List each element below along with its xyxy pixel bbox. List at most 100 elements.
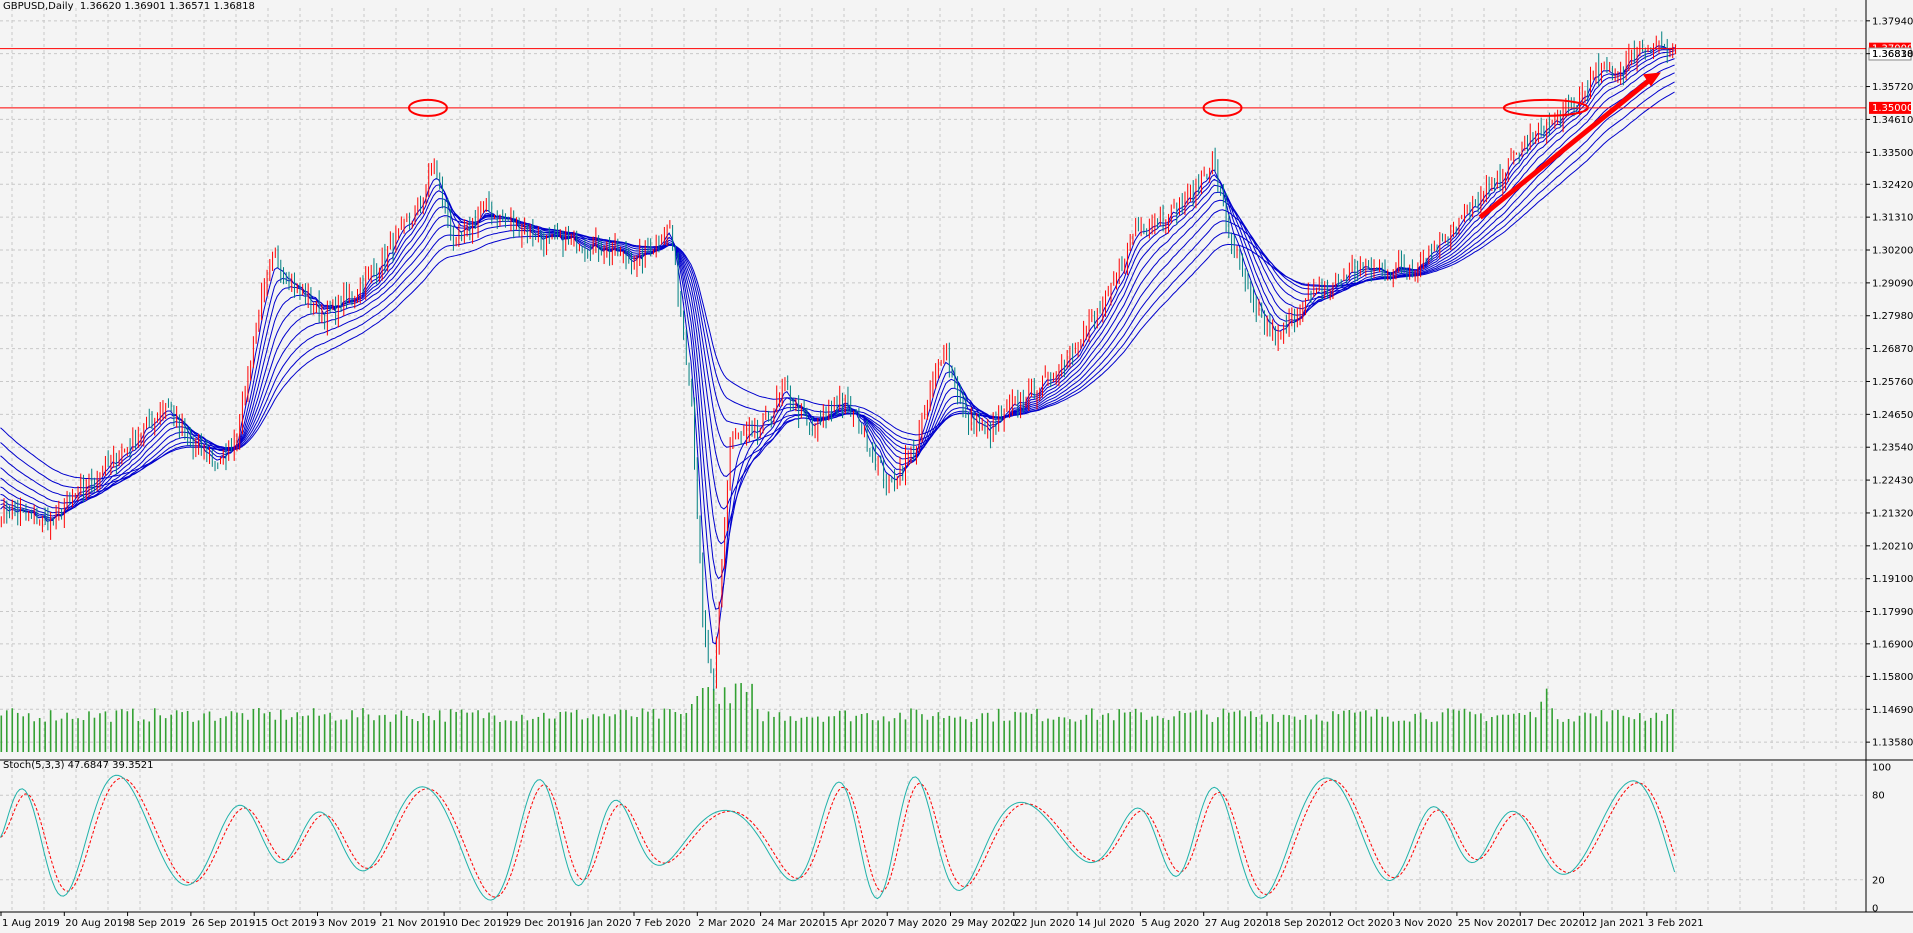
volume-bar <box>1091 708 1093 752</box>
volume-bar <box>27 713 30 752</box>
volume-bar <box>630 716 633 752</box>
volume-bar <box>400 710 403 752</box>
high-circle <box>1202 98 1243 117</box>
volume-bar <box>307 715 309 752</box>
x-tick-label: 12 Jan 2021 <box>1585 918 1645 929</box>
volume-bar <box>126 711 129 752</box>
y-tick-label: 1.29090 <box>1872 278 1913 289</box>
volume-bar <box>564 711 567 752</box>
volume-bar <box>1134 708 1137 752</box>
volume-bar <box>1277 721 1279 752</box>
volume-bar <box>1266 721 1268 752</box>
volume-bar <box>1441 712 1444 752</box>
price-grid <box>0 8 1866 912</box>
volume-bar <box>1189 712 1192 752</box>
volume-bar <box>318 715 320 752</box>
volume-bar <box>1556 719 1559 752</box>
volume-bar <box>954 717 956 752</box>
volume-bar <box>460 709 463 752</box>
volume-bar <box>406 715 408 752</box>
volume-bar <box>115 710 118 752</box>
volume-bar <box>1332 711 1334 752</box>
y-tick-label: 1.35720 <box>1872 82 1913 93</box>
volume-bar <box>608 716 611 752</box>
volume-bar <box>384 714 386 752</box>
volume-bar <box>488 712 490 752</box>
volume-bar <box>5 710 8 752</box>
volume-bar <box>1436 721 1438 752</box>
volume-bar <box>975 718 978 752</box>
volume-bar <box>1523 714 1526 752</box>
volume-bar <box>38 717 41 752</box>
volume-bar <box>1058 716 1060 752</box>
trend-arrow-head <box>1642 72 1661 87</box>
volume-bar <box>296 712 299 752</box>
volume-bar <box>1140 712 1142 752</box>
volume-bar <box>800 717 803 752</box>
volume-bar <box>1540 701 1542 752</box>
volume-bar <box>427 715 430 752</box>
volume-bar <box>263 713 266 752</box>
volume-bar <box>959 716 962 752</box>
volume-bar <box>1085 714 1088 752</box>
volume-bar <box>504 720 507 752</box>
volume-bar <box>1392 721 1395 752</box>
volume-bar <box>515 721 518 752</box>
volume-bar <box>712 688 715 752</box>
volume-bar <box>817 716 819 752</box>
volume-bar <box>570 712 573 752</box>
high-circle <box>407 98 448 117</box>
y-tick-label: 1.31310 <box>1872 213 1913 224</box>
volume-bar <box>575 709 578 752</box>
volume-bar <box>745 691 748 752</box>
volume-bar <box>1458 710 1460 752</box>
y-tick-label: 1.19100 <box>1872 574 1913 585</box>
volume-bar <box>132 708 134 752</box>
volume-bar <box>236 712 238 752</box>
volume-bar <box>1370 716 1373 752</box>
y-tick-label: 1.22430 <box>1872 476 1913 487</box>
x-tick-label: 7 May 2020 <box>888 918 947 929</box>
volume-bar <box>1282 714 1285 752</box>
x-tick-label: 29 Dec 2019 <box>508 918 572 929</box>
volume-bar <box>1112 720 1115 752</box>
y-tick-label: 1.14690 <box>1872 705 1913 716</box>
stochastic-pane <box>0 759 1913 901</box>
symbol-label: GBPUSD,Daily <box>3 1 74 12</box>
volume-bar <box>915 709 918 752</box>
volume-bar <box>367 714 370 752</box>
volume-bar <box>1326 721 1329 752</box>
volume-bar <box>88 711 90 752</box>
x-tick-label: 29 May 2020 <box>952 918 1017 929</box>
volume-bar <box>1271 714 1274 752</box>
volume-bar <box>186 710 189 752</box>
volume-bar <box>1671 709 1674 752</box>
volume-bar <box>181 712 183 752</box>
volume-bar <box>1167 719 1170 752</box>
volume-bar <box>449 709 452 752</box>
volume-bar <box>833 716 836 752</box>
volume-bar <box>345 719 348 752</box>
volume-bar <box>981 713 984 752</box>
volume-bar <box>1518 713 1521 752</box>
volume-bar <box>1414 713 1416 752</box>
volume-bar <box>937 712 940 752</box>
volume-bar <box>663 708 666 752</box>
volume-bar <box>543 712 545 752</box>
volume-bar <box>1145 719 1148 752</box>
volume-bar <box>1655 712 1658 752</box>
volume-bar <box>1063 717 1066 752</box>
volume-bar <box>33 721 35 752</box>
volume-bar <box>1343 710 1345 752</box>
volume-bar <box>175 710 178 752</box>
ema-line <box>0 48 1675 580</box>
volume-bar <box>416 721 419 752</box>
x-tick-label: 3 Nov 2020 <box>1395 918 1453 929</box>
volume-bar <box>740 683 742 752</box>
volume-bar <box>1425 719 1427 752</box>
x-tick-label: 5 Aug 2020 <box>1141 918 1199 929</box>
volume-bar <box>82 720 85 752</box>
